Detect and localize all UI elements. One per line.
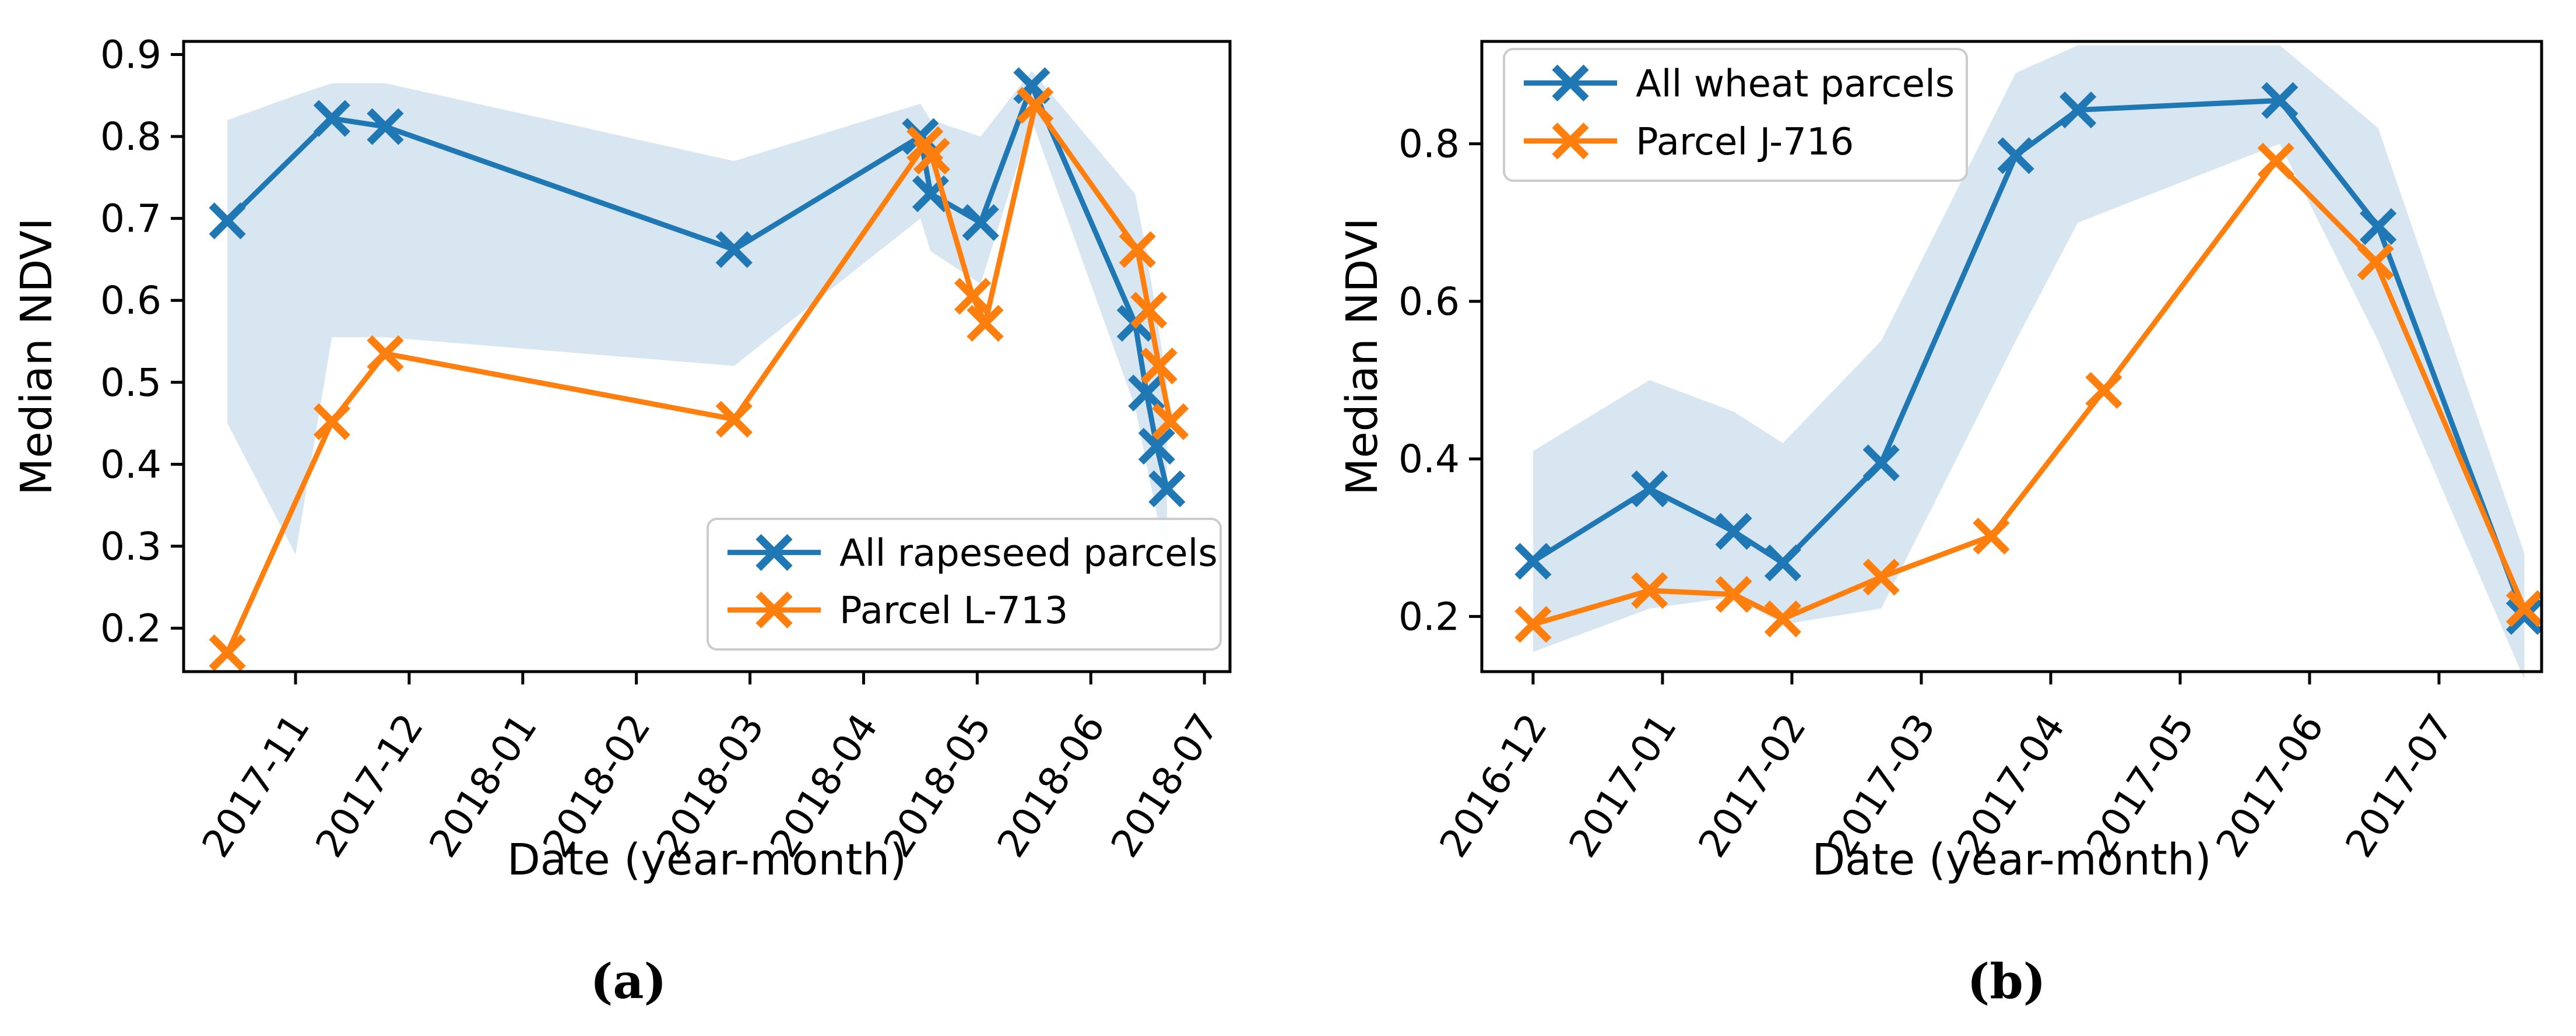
- x-tick-label: 2018-06: [989, 706, 1114, 865]
- data-point-marker: [913, 138, 950, 175]
- panel-b-line-all-wheat-parcels: [1531, 97, 2527, 617]
- data-point-marker: [1130, 292, 1168, 329]
- x-tick-label: 2017-07: [2337, 706, 2462, 865]
- data-point-marker: [1119, 231, 1156, 268]
- data-point-marker: [1128, 374, 1165, 412]
- data-point-marker: [367, 108, 404, 145]
- data-point-marker: [2085, 372, 2122, 409]
- data-point-marker: [1973, 517, 2010, 555]
- data-point-marker: [313, 403, 350, 440]
- data-point-marker: [954, 278, 992, 315]
- data-point-marker: [715, 401, 753, 438]
- panel-b-markers-parcel-j-716: [1514, 142, 2543, 643]
- data-point-marker: [1764, 600, 1801, 638]
- panel-a-spines: [182, 40, 1232, 673]
- panel-b-line-parcel-j-716: [1532, 158, 2527, 627]
- data-point-marker: [2357, 243, 2394, 280]
- panel-b-markers-all-wheat-parcels: [1514, 82, 2543, 635]
- caption-panel-b: (b): [1967, 954, 2046, 1010]
- x-tick-label: 2018-07: [1102, 706, 1228, 865]
- panel-a-ylabel: Median NDVI: [12, 217, 62, 495]
- data-point-marker: [1138, 427, 1175, 465]
- caption-panel-a: (a): [590, 954, 667, 1010]
- data-point-marker: [1715, 512, 1752, 550]
- data-point-marker: [313, 100, 350, 137]
- data-point-marker: [1997, 137, 2034, 174]
- data-point-marker: [715, 231, 753, 268]
- data-point-marker: [2059, 91, 2097, 129]
- data-point-marker: [2261, 82, 2299, 119]
- data-point-marker: [1140, 347, 1178, 385]
- legend-sample-x-marker: [755, 534, 793, 571]
- data-point-marker: [367, 335, 404, 373]
- data-point-marker: [967, 304, 1004, 342]
- legend-box: [707, 518, 1222, 651]
- data-point-marker: [2257, 142, 2294, 180]
- legend-sample-x-marker: [755, 591, 793, 628]
- panel-a-xlabel: Date (year-month): [507, 835, 906, 885]
- legend-item-all-wheat-parcels: All wheat parcels: [1524, 62, 1955, 106]
- data-point-marker: [209, 202, 246, 240]
- data-point-marker: [1715, 575, 1752, 613]
- legend-box: [1503, 48, 1968, 182]
- panel-b-band: [1533, 45, 2525, 680]
- y-tick-label: 0.4: [1398, 437, 1460, 482]
- panel-b-axes: 2016-12 2017-01 2017-02 2017-03 2017-04 2017-…: [1337, 40, 2543, 885]
- panel-b-spines: [1480, 40, 2543, 673]
- data-point-marker: [2505, 590, 2543, 627]
- legend-item-label: Parcel J-716: [1636, 121, 1854, 164]
- panel-b-legend: All wheat parcels Parcel J-716: [1503, 48, 1968, 182]
- y-tick-label: 0.6: [100, 278, 161, 323]
- y-tick-label: 0.8: [1398, 122, 1460, 167]
- panel-b-y-axis: 0.8 0.6 0.4 0.2: [1398, 122, 1482, 639]
- data-point-marker: [1514, 606, 1552, 643]
- x-tick-label: 2016-12: [1431, 706, 1556, 865]
- x-tick-label: 2017-11: [194, 706, 319, 865]
- panel-a-line-all-rapeseed-parcels: [225, 83, 1170, 490]
- data-point-marker: [2505, 598, 2543, 635]
- data-point-marker: [1514, 543, 1552, 580]
- data-point-marker: [1631, 572, 1668, 609]
- data-point-marker: [1152, 403, 1189, 440]
- y-tick-label: 0.2: [100, 606, 161, 651]
- legend-item-label: All wheat parcels: [1636, 62, 1955, 106]
- y-tick-label: 0.8: [100, 114, 161, 159]
- data-point-marker: [1148, 470, 1186, 508]
- x-tick-label: 2017-12: [307, 706, 433, 865]
- y-tick-label: 0.4: [100, 442, 161, 487]
- data-point-marker: [962, 204, 999, 241]
- data-point-marker: [2360, 208, 2397, 245]
- x-tick-label: 2017-06: [2208, 706, 2333, 865]
- legend-item-parcel-l-713: Parcel L-713: [728, 589, 1068, 633]
- x-tick-label: 2017-02: [1690, 706, 1815, 865]
- y-tick-label: 0.7: [100, 196, 161, 241]
- data-point-marker: [1017, 87, 1054, 124]
- y-tick-label: 0.3: [100, 524, 161, 569]
- y-tick-label: 0.5: [100, 360, 161, 405]
- panel-a-axes: 2017-112017-122018-012018-022018-032018-…: [12, 32, 1232, 885]
- data-point-marker: [1862, 559, 1900, 596]
- data-point-marker: [1631, 470, 1668, 508]
- legend-item-all-rapeseed-parcels: All rapeseed parcels: [728, 532, 1218, 575]
- legend-item-label: All rapeseed parcels: [839, 532, 1218, 575]
- legend-item-parcel-j-716: Parcel J-716: [1524, 121, 1854, 164]
- panel-b-xlabel: Date (year-month): [1812, 835, 2211, 885]
- data-point-marker: [209, 634, 246, 672]
- legend-item-label: Parcel L-713: [839, 589, 1068, 633]
- x-tick-label: 2017-01: [1561, 706, 1686, 865]
- panel-b-ylabel: Median NDVI: [1337, 217, 1387, 495]
- data-point-marker: [1764, 544, 1801, 582]
- panel-a-legend: All rapeseed parcels Parcel L-713: [707, 518, 1222, 651]
- legend-sample-x-marker: [1552, 122, 1589, 160]
- data-point-marker: [1862, 444, 1900, 482]
- legend-sample-x-marker: [1552, 64, 1589, 101]
- y-tick-label: 0.2: [1398, 594, 1460, 639]
- panel-a-y-axis: 0.9 0.8 0.7 0.6 0.5 0.4 0.3 0.2: [100, 32, 184, 651]
- y-tick-label: 0.6: [1398, 279, 1460, 324]
- panel-a-markers-parcel-l-713: [209, 87, 1189, 672]
- y-tick-label: 0.9: [100, 32, 161, 77]
